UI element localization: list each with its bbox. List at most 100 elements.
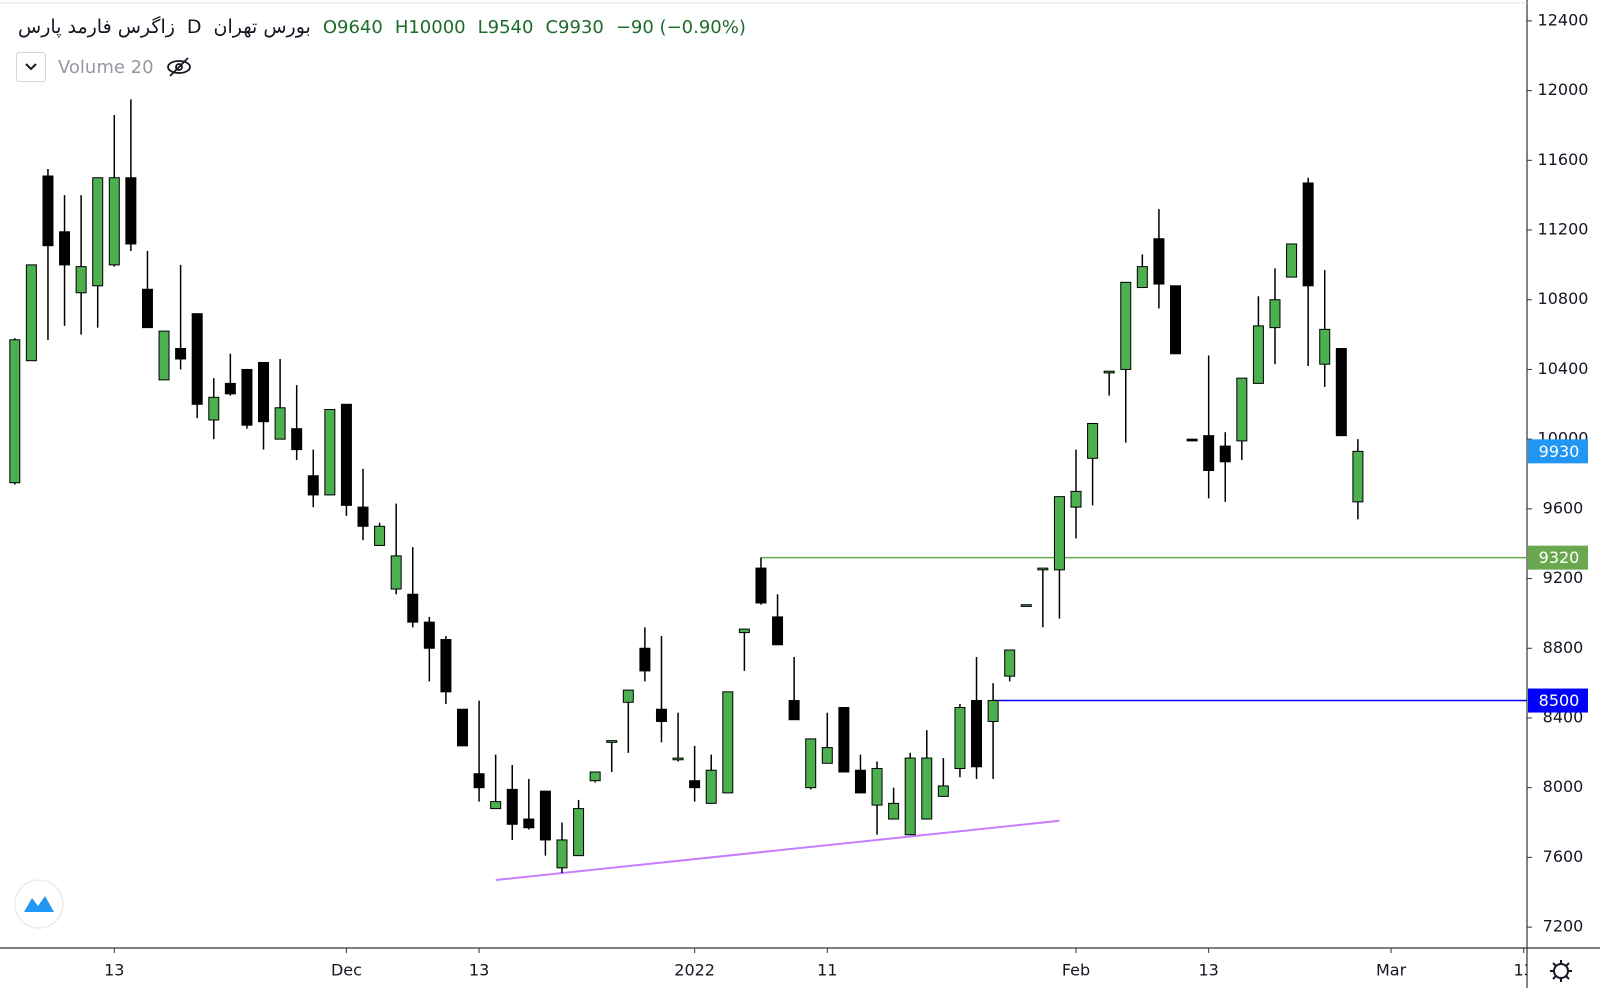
logo-icon[interactable] (24, 896, 54, 912)
interval: D (186, 16, 202, 38)
x-tick-label: Feb (1062, 961, 1090, 980)
y-tick-label: 9200 (1543, 568, 1584, 587)
y-tick-label: 11600 (1538, 150, 1589, 169)
candle-body (639, 647, 651, 672)
candle-body (689, 780, 701, 789)
candle-body (1020, 604, 1032, 607)
candle-body (1252, 325, 1264, 384)
candle-body (1136, 266, 1148, 289)
hide-icon[interactable] (166, 56, 192, 78)
candle-body (473, 773, 485, 789)
candle-body (755, 567, 767, 604)
candle-body (75, 266, 87, 294)
candle-body (25, 264, 37, 362)
candle-body (622, 689, 634, 703)
candle-body (904, 757, 916, 836)
candle-body (423, 621, 435, 649)
candle-body (805, 738, 817, 789)
candle-body (390, 555, 402, 590)
gear[interactable] (1553, 963, 1569, 979)
y-tick-label: 9600 (1543, 498, 1584, 517)
candle-body (125, 177, 137, 245)
x-tick-label: 13 (469, 961, 489, 980)
candle-body (141, 288, 153, 329)
indicator-row: Volume 20 (16, 52, 192, 82)
line-price-label-bg (1528, 545, 1588, 570)
indicator-name: Volume 20 (58, 56, 154, 78)
candle-body (224, 382, 236, 395)
y-tick-label: 8800 (1543, 638, 1584, 657)
candle-body (937, 785, 949, 797)
logo[interactable] (14, 879, 64, 929)
y-tick-label: 12000 (1538, 80, 1589, 99)
line-price-label: 8500 (1539, 691, 1580, 710)
candle-body (241, 368, 253, 426)
high-value: H10000 (394, 16, 466, 38)
x-tick-label: Dec (331, 961, 362, 980)
chevron[interactable] (24, 62, 38, 72)
candle-body (888, 802, 900, 820)
candle-body (987, 700, 999, 722)
candle-body (274, 407, 286, 440)
candle-body (324, 409, 336, 496)
candle-body (1302, 182, 1314, 287)
gear-teeth[interactable] (1550, 960, 1572, 982)
x-tick-label: 11 (817, 961, 837, 980)
symbol-name: زاگرس فارمد پارس (18, 16, 175, 38)
change-value: −90 (−0.90%) (615, 16, 746, 38)
x-tick-label: 13 (1514, 961, 1534, 980)
candle-body (738, 628, 750, 634)
candle-body (1236, 377, 1248, 442)
collapse-button[interactable] (16, 52, 46, 82)
candle-body (705, 769, 717, 804)
candle-body (1319, 328, 1331, 365)
candle-body (772, 616, 784, 646)
candle-body (971, 700, 983, 768)
settings-icon[interactable] (1550, 960, 1572, 982)
candle-body (838, 707, 850, 773)
candle-body (440, 639, 452, 693)
x-tick-label: 13 (104, 961, 124, 980)
candle-body (1004, 649, 1016, 677)
trend-line (495, 819, 1060, 882)
candle-body (374, 525, 386, 546)
candle-body (258, 361, 270, 423)
candle-body (954, 707, 966, 770)
y-tick-label: 10400 (1538, 359, 1589, 378)
candle-body (158, 330, 170, 381)
last-price-label: 9930 (1539, 442, 1580, 461)
candle-body (1203, 435, 1215, 472)
candle-body (1352, 450, 1364, 503)
exchange: بورس تهران (213, 16, 311, 38)
candle-body (655, 708, 667, 722)
candle-body (490, 801, 502, 810)
open-value: O9640 (322, 16, 383, 38)
plot-area (9, 99, 1527, 882)
candle-body (871, 768, 883, 806)
price-axis: 7200760080008400880092009600100001040010… (1527, 10, 1589, 936)
candle-body (291, 428, 303, 451)
last-price-label-bg (1528, 439, 1588, 464)
candle-body (821, 747, 833, 764)
candle-body (456, 708, 468, 747)
y-tick-label: 12400 (1538, 10, 1589, 29)
y-tick-label: 8000 (1543, 777, 1584, 796)
candle-body (1269, 299, 1281, 329)
candle-body (1335, 348, 1347, 437)
candle-body (1053, 496, 1065, 571)
x-tick-label: 13 (1198, 961, 1218, 980)
candle-body (92, 177, 104, 287)
candle-body (722, 691, 734, 794)
candle-body (340, 403, 352, 506)
candle-body (573, 808, 585, 857)
candle-body (9, 339, 21, 484)
candle-body (59, 231, 71, 266)
candle-body (307, 475, 319, 496)
candle-body (357, 506, 369, 527)
logo-circle[interactable] (14, 879, 64, 929)
candle-body (506, 788, 518, 825)
candle-body (1070, 490, 1082, 508)
candle-body (1170, 285, 1182, 355)
